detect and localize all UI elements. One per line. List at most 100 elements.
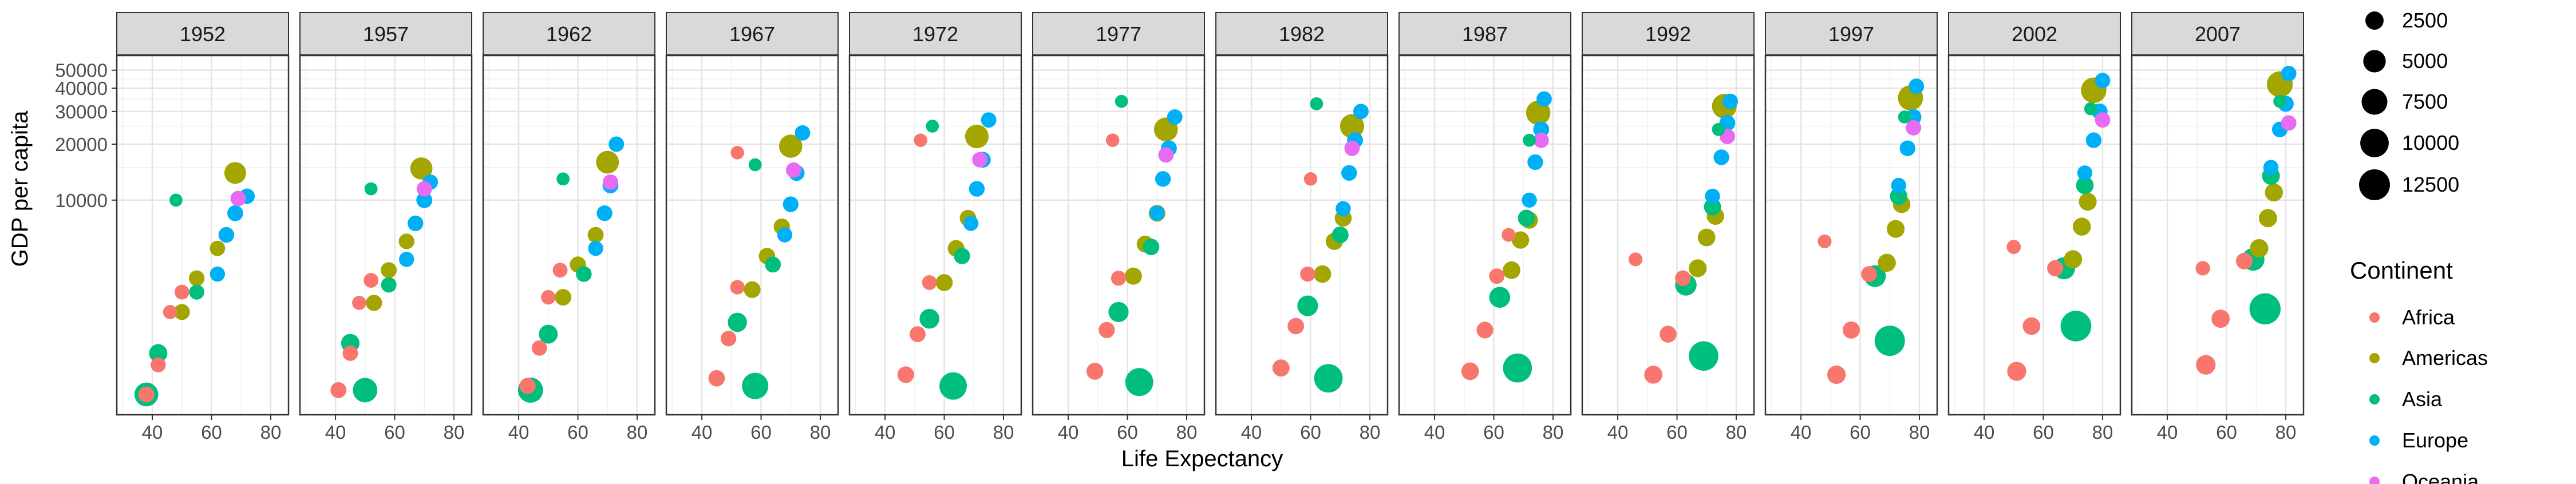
data-point-africa — [1272, 359, 1290, 377]
color-legend-label: Africa — [2402, 306, 2455, 329]
y-tick-label: 20000 — [55, 134, 108, 155]
data-point-africa — [2022, 317, 2041, 335]
data-point-asia — [1115, 94, 1128, 108]
data-point-oceania — [416, 181, 432, 197]
data-point-americas — [2250, 239, 2269, 258]
color-legend: Continent Africa Americas Asia Europe Oceani… — [2350, 257, 2488, 484]
facet-strip — [483, 12, 655, 55]
x-tick-label: 80 — [993, 422, 1014, 443]
size-legend-key — [2363, 50, 2386, 73]
y-axis-label: GDP per capita — [7, 110, 33, 267]
data-point-africa — [730, 280, 745, 295]
x-tick-label: 40 — [875, 422, 896, 443]
facet-panel-1957: 1957 40 60 80 — [299, 12, 473, 443]
facet-strip-label: 1977 — [1096, 22, 1141, 46]
data-point-americas — [381, 262, 397, 279]
data-point-asia — [1314, 364, 1343, 393]
data-point-americas — [555, 289, 572, 306]
data-point-europe — [2095, 73, 2111, 89]
data-point-asia — [1523, 133, 1536, 147]
data-point-americas — [2079, 193, 2097, 211]
data-point-asia — [189, 284, 204, 300]
data-point-europe — [596, 205, 613, 221]
data-point-africa — [1476, 322, 1494, 339]
x-tick-label: 60 — [2033, 422, 2054, 443]
facet-strip-label: 1952 — [180, 22, 226, 46]
data-point-africa — [2196, 355, 2216, 375]
size-legend-label: 7500 — [2402, 90, 2448, 113]
data-point-asia — [556, 172, 570, 186]
data-point-asia — [2273, 94, 2287, 108]
data-point-americas — [2064, 250, 2083, 269]
data-point-americas — [1340, 114, 1365, 138]
panel-border — [299, 54, 473, 416]
data-point-africa — [1629, 252, 1643, 267]
data-point-africa — [730, 146, 744, 160]
data-point-oceania — [1533, 132, 1549, 148]
data-point-asia — [1503, 353, 1532, 383]
data-point-asia — [539, 324, 558, 344]
facet-strip — [666, 12, 839, 55]
data-point-europe — [2085, 132, 2102, 148]
x-tick-label: 40 — [1791, 422, 1812, 443]
x-tick-label: 80 — [1909, 422, 1930, 443]
data-point-americas — [1697, 228, 1716, 247]
data-point-oceania — [1344, 140, 1360, 156]
data-point-americas — [779, 134, 803, 158]
facet-strip-label: 1997 — [1828, 22, 1874, 46]
facet-strip-label: 1962 — [546, 22, 592, 46]
x-tick-label: 60 — [1117, 422, 1138, 443]
data-point-americas — [398, 233, 414, 249]
size-legend-label: 5000 — [2402, 49, 2448, 73]
x-tick-label: 80 — [444, 422, 465, 443]
panel-border — [1764, 54, 1938, 416]
panel-background — [1033, 55, 1204, 415]
data-point-asia — [381, 277, 397, 293]
data-point-asia — [728, 312, 747, 332]
data-point-americas — [2258, 209, 2277, 228]
facet-panel-2002: 2002 40 60 80 — [1947, 12, 2121, 443]
data-point-africa — [352, 296, 366, 310]
y-tick-label: 50000 — [55, 60, 108, 81]
data-point-asia — [2076, 176, 2094, 195]
data-point-europe — [1722, 93, 1739, 109]
color-legend-label: Oceania — [2402, 470, 2479, 484]
x-tick-label: 40 — [142, 422, 163, 443]
data-point-africa — [1099, 322, 1115, 339]
color-legend-key-europe — [2369, 435, 2380, 446]
x-tick-label: 60 — [2216, 422, 2237, 443]
data-point-africa — [519, 378, 536, 394]
data-point-asia — [939, 372, 967, 400]
data-point-europe — [777, 227, 793, 243]
data-point-africa — [1489, 268, 1505, 284]
panel-background — [2132, 55, 2304, 415]
data-point-asia — [576, 266, 592, 282]
data-point-africa — [2007, 362, 2026, 381]
y-tick-label: 10000 — [55, 190, 108, 211]
data-point-asia — [1518, 209, 1535, 227]
data-point-asia — [2060, 311, 2092, 342]
data-point-africa — [1086, 363, 1104, 380]
data-point-asia — [1874, 326, 1905, 356]
data-point-africa — [342, 346, 358, 361]
facet-strip-label: 1972 — [912, 22, 958, 46]
size-legend-label: 2500 — [2402, 9, 2448, 32]
x-tick-label: 80 — [1360, 422, 1381, 443]
facet-panel-1982: 1982 40 60 80 — [1215, 12, 1389, 443]
data-point-africa — [1827, 365, 1846, 384]
data-point-americas — [587, 227, 604, 243]
x-tick-label: 40 — [325, 422, 346, 443]
data-point-africa — [708, 370, 725, 387]
panel-border — [1947, 54, 2121, 416]
x-tick-label: 40 — [692, 422, 713, 443]
data-point-africa — [1303, 172, 1318, 186]
data-point-europe — [963, 216, 979, 231]
panel-background — [1949, 55, 2120, 415]
data-point-africa — [138, 386, 155, 403]
data-point-asia — [1108, 301, 1129, 322]
data-point-oceania — [785, 162, 801, 178]
data-point-europe — [2077, 165, 2093, 181]
data-point-americas — [210, 240, 226, 256]
x-tick-label: 40 — [1058, 422, 1079, 443]
